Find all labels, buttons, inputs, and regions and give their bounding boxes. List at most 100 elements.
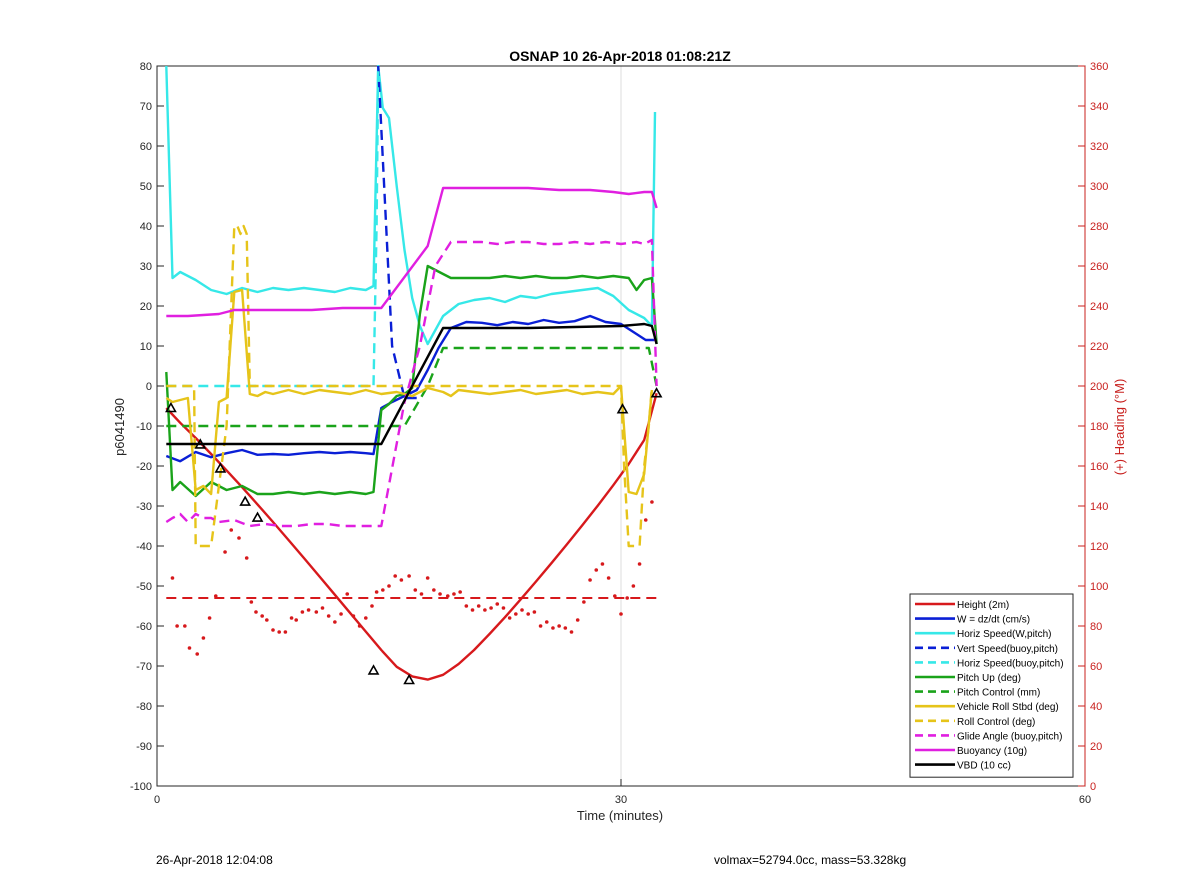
heading-point — [357, 624, 362, 628]
legend-label: Buoyancy (10g) — [957, 746, 1027, 757]
heading-point — [538, 624, 543, 628]
heading-point — [195, 652, 200, 656]
heading-point — [413, 588, 418, 592]
legend-label: Glide Angle (buoy,pitch) — [957, 731, 1062, 742]
height-marker — [616, 403, 629, 414]
heading-point — [419, 592, 424, 596]
axes: 0 30 6080706050403020100-10-20-30-40-50-60… — [130, 61, 1108, 806]
y-left-tick-label: -40 — [136, 541, 152, 553]
legend-box — [909, 593, 1074, 778]
heading-point — [445, 594, 450, 598]
y-left-tick-label: -60 — [136, 621, 152, 633]
heading-point — [271, 628, 275, 632]
y-left-tick-label: -30 — [136, 501, 152, 513]
heading-point — [260, 614, 264, 618]
legend-label: W = dz/dt (cm/s) — [957, 615, 1030, 626]
legend-label: Height (2m) — [957, 600, 1009, 611]
heading-point — [425, 576, 430, 580]
y-left-tick-label: 70 — [140, 101, 152, 113]
y-right-tick-label: 260 — [1090, 261, 1108, 273]
series-line-8 — [166, 224, 654, 548]
heading-point — [393, 574, 397, 578]
height-marker — [251, 511, 264, 522]
footer-timestamp: 26-Apr-2018 12:04:08 — [156, 853, 273, 867]
height-marker — [650, 387, 663, 398]
height-marker — [239, 495, 252, 506]
heading-point — [606, 576, 611, 580]
heading-point — [254, 610, 258, 614]
heading-point — [544, 620, 549, 624]
heading-point — [333, 620, 337, 624]
y-right-tick-label: 340 — [1090, 101, 1108, 113]
height-marker — [194, 438, 207, 449]
footer-volmax-mass: volmax=52794.0cc, mass=53.328kg — [714, 853, 907, 867]
series-layer — [165, 65, 663, 685]
heading-point — [619, 612, 623, 616]
heading-point — [600, 562, 605, 566]
series-line-4 — [166, 65, 380, 388]
y-left-tick-label: -80 — [136, 701, 152, 713]
y-right-tick-label: 200 — [1090, 381, 1108, 393]
heading-point — [631, 584, 636, 588]
heading-point — [283, 630, 288, 634]
series-line-2 — [165, 65, 657, 346]
y-left-tick-label: 60 — [140, 141, 152, 153]
series-line-1 — [165, 314, 657, 463]
heading-point — [613, 594, 617, 598]
heading-point — [374, 590, 379, 594]
heading-point — [183, 624, 187, 628]
heading-point — [381, 588, 385, 592]
heading-point — [223, 550, 227, 554]
x-tick-label: 60 — [1079, 794, 1091, 806]
series-line-10 — [166, 186, 658, 318]
heading-point — [650, 500, 654, 504]
heading-point — [244, 556, 249, 560]
heading-point — [507, 616, 512, 620]
y-left-tick-label: 20 — [140, 301, 152, 313]
y-right-tick-label: 20 — [1090, 741, 1102, 753]
y-left-tick-label: -50 — [136, 581, 152, 593]
heading-point — [432, 588, 436, 592]
legend-label: Vert Speed(buoy,pitch) — [957, 644, 1058, 655]
heading-point — [289, 616, 294, 620]
y-axis-label-right: (+) Heading (°M) — [1112, 379, 1127, 476]
chart-title: OSNAP 10 26-Apr-2018 01:08:21Z — [509, 48, 731, 64]
legend-label: VBD (10 cc) — [957, 761, 1011, 772]
x-tick-label: 30 — [615, 794, 627, 806]
y-right-tick-label: 140 — [1090, 501, 1108, 513]
heading-point — [345, 592, 350, 596]
y-right-tick-label: 360 — [1090, 61, 1108, 73]
y-right-tick-label: 60 — [1090, 661, 1102, 673]
heading-point — [476, 604, 481, 608]
heading-point — [588, 578, 592, 582]
heading-point — [207, 616, 212, 620]
heading-point — [300, 610, 305, 614]
heading-point — [265, 618, 269, 622]
series-line-0 — [165, 392, 658, 681]
heading-point — [464, 604, 469, 608]
heading-point — [637, 562, 642, 566]
y-left-tick-label: 10 — [140, 341, 152, 353]
heading-point — [320, 606, 325, 610]
legend: Height (2m) W = dz/dt (cm/s) Horiz Speed(W… — [909, 593, 1074, 778]
y-left-tick-label: 0 — [146, 381, 152, 393]
heading-point — [249, 600, 254, 604]
series-line-3 — [377, 65, 420, 400]
y-right-tick-label: 80 — [1090, 621, 1102, 633]
y-right-tick-label: 0 — [1090, 781, 1096, 793]
heading-point — [575, 618, 580, 622]
heading-point — [551, 626, 555, 630]
heading-point — [277, 630, 281, 634]
heading-point — [483, 608, 487, 612]
y-right-tick-label: 220 — [1090, 341, 1108, 353]
y-left-tick-label: -10 — [136, 421, 152, 433]
y-axis-label-left: p6041490 — [112, 398, 127, 456]
heading-point — [306, 608, 311, 612]
legend-label: Vehicle Roll Stbd (deg) — [957, 702, 1059, 713]
height-marker — [214, 462, 227, 473]
heading-point — [170, 576, 175, 580]
heading-point — [364, 616, 368, 620]
heading-point — [407, 574, 411, 578]
height-marker — [403, 673, 415, 685]
